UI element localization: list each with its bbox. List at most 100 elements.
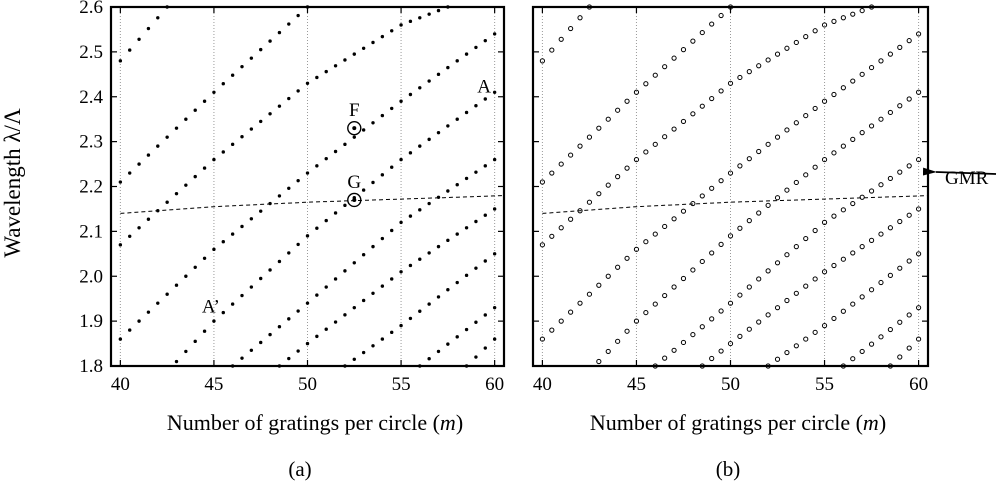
data-point — [793, 244, 799, 250]
data-point — [287, 96, 291, 101]
data-point — [371, 291, 375, 296]
data-point — [699, 103, 705, 109]
data-point — [568, 216, 574, 222]
data-point — [380, 34, 385, 39]
data-point — [221, 82, 225, 86]
data-point — [756, 63, 762, 69]
data-point — [296, 13, 300, 18]
data-point — [361, 350, 366, 355]
data-point — [586, 199, 593, 205]
data-point — [408, 263, 413, 268]
data-point — [483, 346, 487, 350]
data-point — [812, 105, 818, 112]
data-point — [230, 73, 235, 77]
data-point — [343, 58, 347, 62]
data-point — [774, 51, 781, 57]
data-point — [596, 191, 602, 197]
data-point — [464, 273, 469, 278]
data-point — [821, 323, 828, 329]
data-point — [446, 238, 450, 243]
data-point — [680, 118, 687, 125]
data-point — [568, 152, 574, 158]
data-point — [343, 203, 347, 208]
data-point — [671, 347, 677, 353]
data-point — [146, 310, 151, 314]
data-point — [418, 16, 422, 20]
data-point — [436, 349, 441, 354]
data-point — [897, 169, 903, 175]
panel-a-y-tick-labels: 1.8 1.9 2.0 2.1 2.2 2.3 2.4 2.5 2.6 — [79, 0, 103, 377]
data-point — [643, 239, 649, 245]
data-point — [137, 226, 141, 230]
data-point — [118, 180, 123, 184]
data-point — [128, 171, 132, 175]
data-point — [492, 252, 497, 256]
data-point — [212, 157, 216, 162]
data-point — [483, 164, 487, 168]
data-point — [390, 106, 394, 111]
data-point — [296, 349, 300, 353]
data-point — [690, 111, 696, 117]
data-point — [352, 261, 356, 265]
data-point — [699, 324, 705, 330]
data-point — [596, 125, 602, 131]
data-point — [746, 156, 752, 162]
data-point — [859, 7, 865, 14]
data-point — [371, 121, 375, 125]
data-point — [230, 302, 235, 306]
data-point — [418, 208, 422, 212]
panel-a-data-points — [118, 5, 497, 368]
data-point — [803, 112, 809, 119]
data-point — [427, 137, 431, 142]
data-point — [840, 85, 846, 91]
data-point — [240, 356, 244, 360]
data-point — [202, 256, 207, 260]
marked-point-ring — [347, 120, 362, 136]
marked-point-center — [352, 126, 357, 131]
data-point — [380, 113, 385, 118]
data-point — [446, 124, 450, 128]
data-point — [737, 333, 743, 339]
data-point — [652, 141, 658, 147]
x-tick-label: 45 — [204, 374, 223, 395]
data-point — [727, 170, 734, 176]
data-point — [850, 78, 856, 84]
data-point — [878, 116, 884, 122]
data-point — [859, 130, 865, 136]
data-point — [249, 56, 254, 60]
x-tick-label: 55 — [815, 374, 834, 395]
data-point — [146, 153, 151, 157]
data-point — [277, 259, 282, 264]
data-point — [380, 236, 385, 241]
data-point — [361, 188, 366, 192]
data-point — [361, 46, 366, 50]
data-point — [709, 355, 715, 362]
data-point — [812, 227, 818, 234]
data-point — [324, 69, 328, 74]
data-point — [455, 335, 459, 339]
panel-a: 40 45 50 55 60 1.8 1.9 2.0 2.1 2.2 2.3 2.4 2.5 2.6 A… — [79, 0, 506, 481]
marked-point-center — [352, 197, 357, 202]
data-point — [709, 250, 715, 256]
data-point — [803, 172, 809, 178]
data-point — [193, 339, 197, 344]
data-point — [727, 233, 734, 239]
data-point — [268, 332, 272, 337]
data-point — [737, 292, 743, 298]
data-point — [615, 338, 621, 344]
data-point — [165, 200, 169, 204]
data-point — [615, 264, 621, 270]
data-point — [399, 323, 403, 328]
data-point — [868, 64, 875, 71]
data-point — [137, 37, 141, 42]
data-point — [662, 292, 668, 299]
panel-a-grid — [119, 7, 496, 366]
data-point — [615, 107, 621, 113]
y-tick-label: 2.3 — [79, 132, 103, 153]
data-point — [878, 182, 884, 188]
panel-b: 40 45 50 55 60 Number of gratings per circle… — [531, 4, 997, 481]
data-point — [137, 162, 141, 166]
data-point — [399, 157, 403, 162]
data-point — [474, 355, 478, 359]
data-point — [633, 318, 640, 324]
